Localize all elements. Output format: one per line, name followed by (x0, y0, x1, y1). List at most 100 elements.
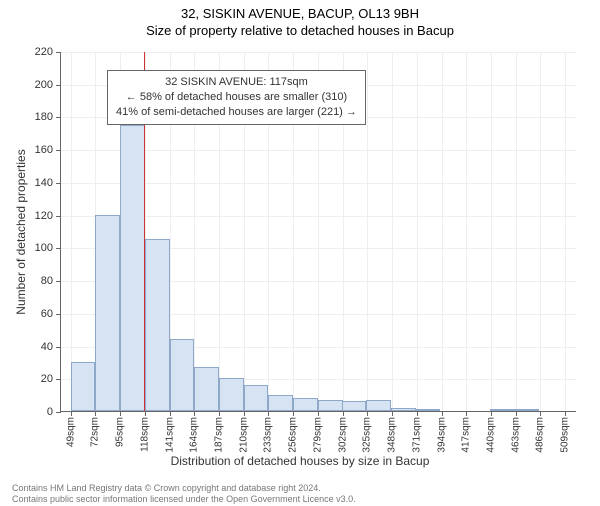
y-tick (56, 117, 61, 118)
gridline-v (442, 52, 443, 411)
x-tick-label: 371sqm (411, 417, 422, 453)
x-tick (367, 411, 368, 416)
histogram-bar (391, 408, 416, 411)
x-tick (392, 411, 393, 416)
y-tick (56, 150, 61, 151)
y-tick-label: 140 (35, 177, 53, 189)
footer-line-2: Contains public sector information licen… (12, 494, 356, 504)
histogram-bar (71, 362, 96, 411)
x-tick-label: 486sqm (535, 417, 546, 453)
y-tick-label: 220 (35, 46, 53, 58)
gridline-v (491, 52, 492, 411)
histogram-bar (293, 398, 318, 411)
y-tick (56, 281, 61, 282)
gridline-v (540, 52, 541, 411)
y-tick-label: 80 (41, 275, 53, 287)
x-tick-label: 210sqm (238, 417, 249, 453)
x-tick (194, 411, 195, 416)
y-tick-label: 180 (35, 111, 53, 123)
y-tick (56, 216, 61, 217)
plot-area: 02040608010012014016018020022049sqm72sqm… (60, 52, 576, 412)
x-axis-title: Distribution of detached houses by size … (0, 454, 600, 468)
x-tick-label: 233sqm (263, 417, 274, 453)
footer: Contains HM Land Registry data © Crown c… (12, 483, 356, 504)
x-tick-label: 256sqm (288, 417, 299, 453)
histogram-bar (145, 239, 170, 411)
y-tick (56, 183, 61, 184)
x-tick (120, 411, 121, 416)
histogram-bar (219, 378, 244, 411)
chart-area: 02040608010012014016018020022049sqm72sqm… (60, 52, 576, 442)
histogram-bar (120, 125, 145, 411)
x-tick (565, 411, 566, 416)
x-tick (466, 411, 467, 416)
x-tick (95, 411, 96, 416)
x-tick-label: 463sqm (510, 417, 521, 453)
x-tick (343, 411, 344, 416)
x-tick (219, 411, 220, 416)
histogram-bar (244, 385, 269, 411)
histogram-bar (416, 409, 441, 411)
x-tick-label: 302sqm (337, 417, 348, 453)
y-tick-label: 100 (35, 242, 53, 254)
x-tick (417, 411, 418, 416)
y-tick-label: 160 (35, 144, 53, 156)
x-tick-label: 509sqm (560, 417, 571, 453)
y-tick-label: 60 (41, 308, 53, 320)
histogram-bar (318, 400, 343, 411)
y-tick-label: 40 (41, 341, 53, 353)
chart-title: 32, SISKIN AVENUE, BACUP, OL13 9BH (0, 6, 600, 21)
histogram-bar (490, 409, 515, 411)
annotation-box: 32 SISKIN AVENUE: 117sqm ← 58% of detach… (107, 70, 366, 125)
y-tick-label: 0 (47, 406, 53, 418)
x-tick-label: 394sqm (436, 417, 447, 453)
y-tick-label: 120 (35, 210, 53, 222)
y-tick (56, 85, 61, 86)
x-tick (170, 411, 171, 416)
footer-line-1: Contains HM Land Registry data © Crown c… (12, 483, 356, 493)
x-tick (71, 411, 72, 416)
x-tick (145, 411, 146, 416)
gridline-v (466, 52, 467, 411)
gridline-v (392, 52, 393, 411)
annotation-line-3: 41% of semi-detached houses are larger (… (116, 105, 357, 120)
x-tick-label: 164sqm (189, 417, 200, 453)
y-tick (56, 314, 61, 315)
x-tick-label: 325sqm (362, 417, 373, 453)
x-tick (268, 411, 269, 416)
gridline-v (516, 52, 517, 411)
annotation-line-2: ← 58% of detached houses are smaller (31… (116, 90, 357, 105)
x-tick-label: 187sqm (214, 417, 225, 453)
histogram-bar (366, 400, 391, 411)
x-tick-label: 72sqm (90, 417, 101, 447)
x-tick (540, 411, 541, 416)
histogram-bar (194, 367, 219, 411)
x-tick-label: 141sqm (164, 417, 175, 453)
x-tick-label: 49sqm (65, 417, 76, 447)
y-tick (56, 379, 61, 380)
y-tick-label: 200 (35, 79, 53, 91)
gridline-v (71, 52, 72, 411)
x-tick (244, 411, 245, 416)
histogram-bar (95, 215, 120, 411)
chart-subtitle: Size of property relative to detached ho… (0, 23, 600, 38)
y-tick-label: 20 (41, 373, 53, 385)
y-tick (56, 412, 61, 413)
y-axis-title: Number of detached properties (14, 149, 28, 314)
x-tick-label: 118sqm (139, 417, 150, 452)
x-tick (318, 411, 319, 416)
x-tick-label: 440sqm (486, 417, 497, 453)
histogram-bar (170, 339, 195, 411)
y-tick (56, 52, 61, 53)
x-tick (491, 411, 492, 416)
histogram-bar (268, 395, 293, 411)
x-tick-label: 279sqm (312, 417, 323, 453)
histogram-bar (515, 409, 540, 411)
gridline-v (367, 52, 368, 411)
annotation-line-1: 32 SISKIN AVENUE: 117sqm (116, 75, 357, 90)
gridline-v (417, 52, 418, 411)
x-tick-label: 417sqm (461, 417, 472, 453)
histogram-bar (342, 401, 367, 411)
x-tick-label: 95sqm (115, 417, 126, 447)
y-tick (56, 347, 61, 348)
